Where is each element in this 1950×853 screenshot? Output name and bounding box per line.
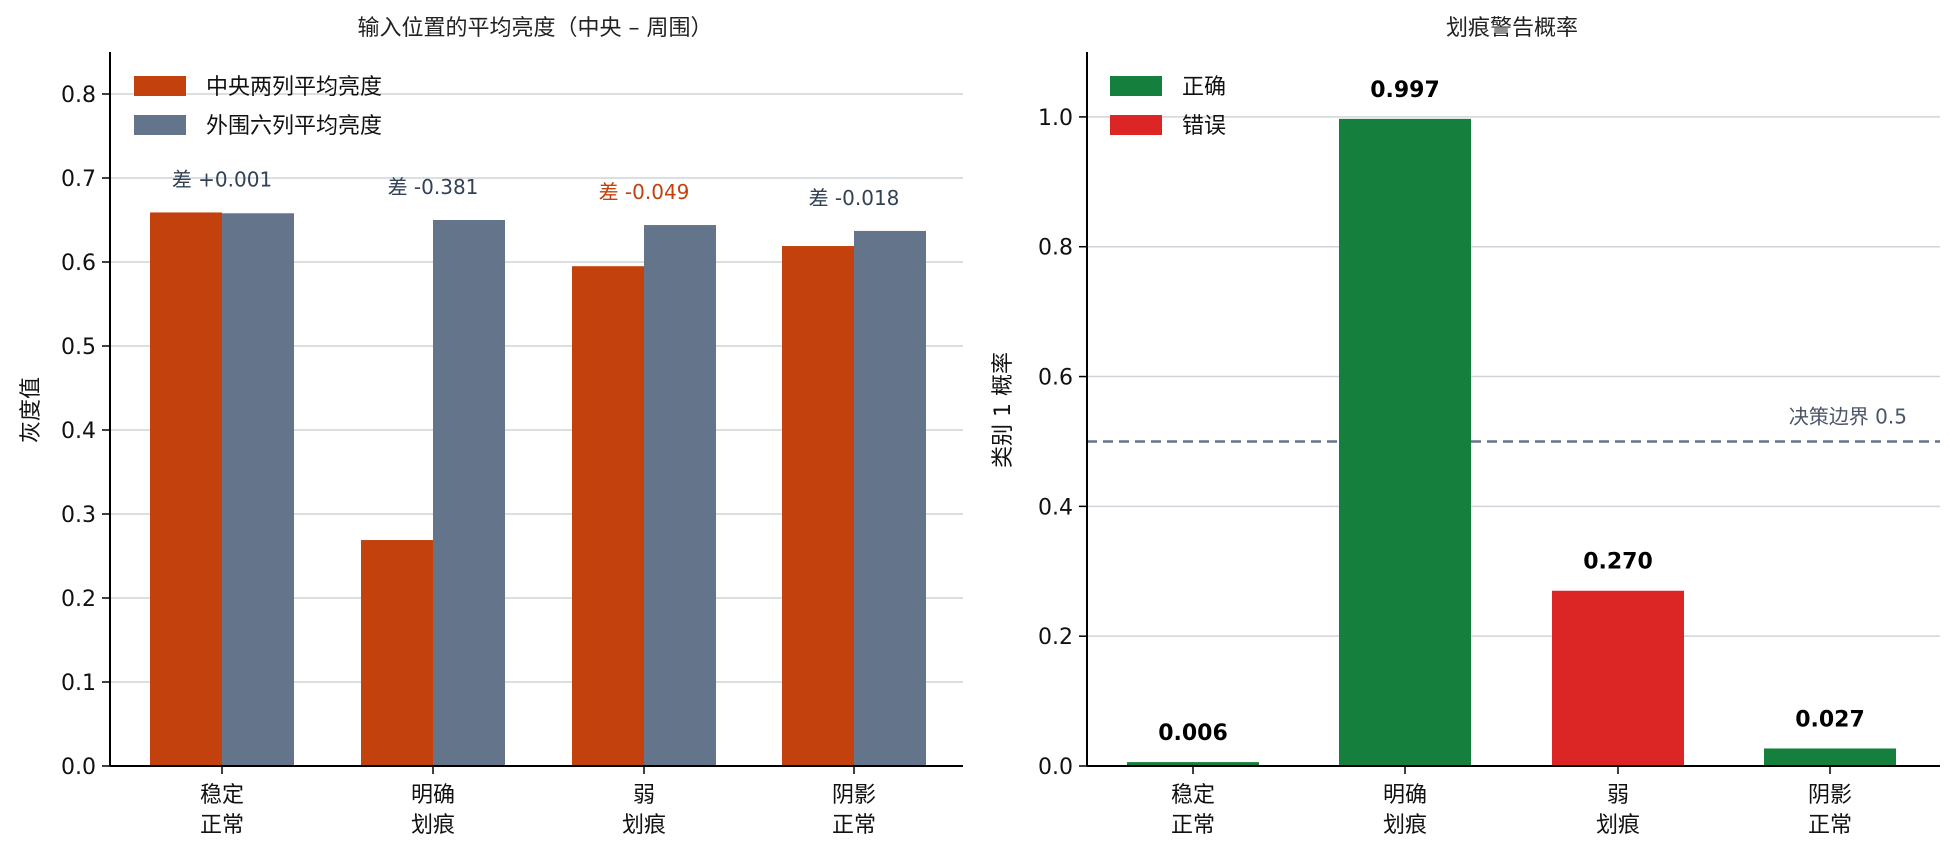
bar-outer: [433, 220, 505, 766]
value-labels: 0.006 0.997 0.270 0.027: [1158, 78, 1865, 746]
x-tick-label: 稳定: [1171, 783, 1215, 808]
legend-label: 中央两列平均亮度: [206, 75, 382, 100]
legend-label: 外围六列平均亮度: [206, 114, 382, 139]
bar-outer: [644, 225, 716, 767]
y-axis-label: 灰度值: [19, 377, 44, 443]
value-label: 0.006: [1158, 721, 1228, 746]
chart-probability: 划痕警告概率 决策边界 0.5 0.006 0.997 0.270 0.027 0.0…: [991, 16, 1940, 838]
bars: [1127, 118, 1896, 766]
y-tick-labels: 0.0 0.2 0.4 0.6 0.8 1.0: [1038, 106, 1087, 780]
bar-outer: [222, 213, 294, 766]
x-tick-label: 稳定: [200, 783, 244, 808]
bar-outer: [854, 230, 926, 767]
y-tick-label: 0.0: [1038, 755, 1073, 780]
legend-swatch: [134, 115, 186, 135]
legend-swatch: [134, 76, 186, 96]
y-tick-label: 0.6: [61, 251, 96, 276]
bar-center: [782, 246, 854, 767]
x-tick-label: 阴影: [1808, 783, 1852, 808]
axes: [109, 52, 963, 767]
x-tick-label: 划痕: [411, 813, 455, 838]
threshold-label: 决策边界 0.5: [1789, 404, 1907, 428]
probability-bar: [1552, 590, 1684, 766]
y-tick-label: 0.7: [61, 167, 96, 192]
x-tick-label: 划痕: [622, 813, 666, 838]
chart-brightness: 输入位置的平均亮度（中央 – 周围） 差 +0.001 差 -0.381 差 -0.…: [19, 16, 963, 838]
y-tick-labels: 0.0 0.1 0.2 0.3 0.4 0.5 0.6 0.7 0.8: [61, 83, 110, 780]
y-tick-label: 0.6: [1038, 366, 1073, 391]
x-tick-label: 正常: [832, 813, 876, 838]
diff-label: 差 -0.381: [388, 175, 479, 199]
y-tick-label: 0.1: [61, 671, 96, 696]
diff-label: 差 +0.001: [172, 167, 272, 191]
x-tick-label: 阴影: [832, 783, 876, 808]
probability-bar: [1339, 118, 1471, 766]
y-tick-label: 1.0: [1038, 106, 1073, 131]
x-tick-label: 明确: [411, 783, 455, 808]
chart-title-probability: 划痕警告概率: [1446, 16, 1578, 41]
x-tick-label: 弱: [633, 783, 655, 808]
value-label: 0.270: [1583, 550, 1653, 575]
y-tick-label: 0.3: [61, 503, 96, 528]
y-tick-label: 0.5: [61, 335, 96, 360]
bar-center: [572, 266, 644, 766]
legend-label: 正确: [1182, 75, 1226, 100]
axes: [1086, 52, 1940, 767]
x-tick-label: 划痕: [1596, 813, 1640, 838]
y-tick-label: 0.2: [61, 587, 96, 612]
y-axis-label: 类别 1 概率: [991, 352, 1016, 468]
bar-center: [150, 212, 222, 766]
x-tick-label: 正常: [1171, 813, 1215, 838]
diff-label: 差 -0.049: [599, 180, 690, 204]
y-tick-label: 0.4: [61, 419, 96, 444]
gridlines: [1087, 116, 1940, 637]
x-tick-label: 明确: [1383, 783, 1427, 808]
y-tick-label: 0.8: [61, 83, 96, 108]
y-tick-label: 0.2: [1038, 625, 1073, 650]
y-tick-label: 0.8: [1038, 236, 1073, 261]
x-tick-label: 正常: [1808, 813, 1852, 838]
legend-swatch: [1110, 115, 1162, 135]
probability-bar: [1764, 748, 1896, 766]
value-label: 0.027: [1795, 707, 1865, 732]
bar-center: [361, 540, 433, 766]
diff-annotations: 差 +0.001 差 -0.381 差 -0.049 差 -0.018: [172, 167, 900, 209]
chart-title-brightness: 输入位置的平均亮度（中央 – 周围）: [358, 16, 713, 41]
probability-bar: [1127, 762, 1259, 766]
value-label: 0.997: [1370, 78, 1440, 103]
diff-label: 差 -0.018: [809, 186, 900, 210]
bars: [150, 212, 926, 767]
legend-swatch: [1110, 76, 1162, 96]
threshold-line: 决策边界 0.5: [1087, 404, 1940, 443]
y-tick-label: 0.0: [61, 755, 96, 780]
x-tick-label: 弱: [1607, 783, 1629, 808]
legend-label: 错误: [1182, 114, 1226, 139]
x-tick-label: 正常: [200, 813, 244, 838]
x-tick-label: 划痕: [1383, 813, 1427, 838]
y-tick-label: 0.4: [1038, 495, 1073, 520]
